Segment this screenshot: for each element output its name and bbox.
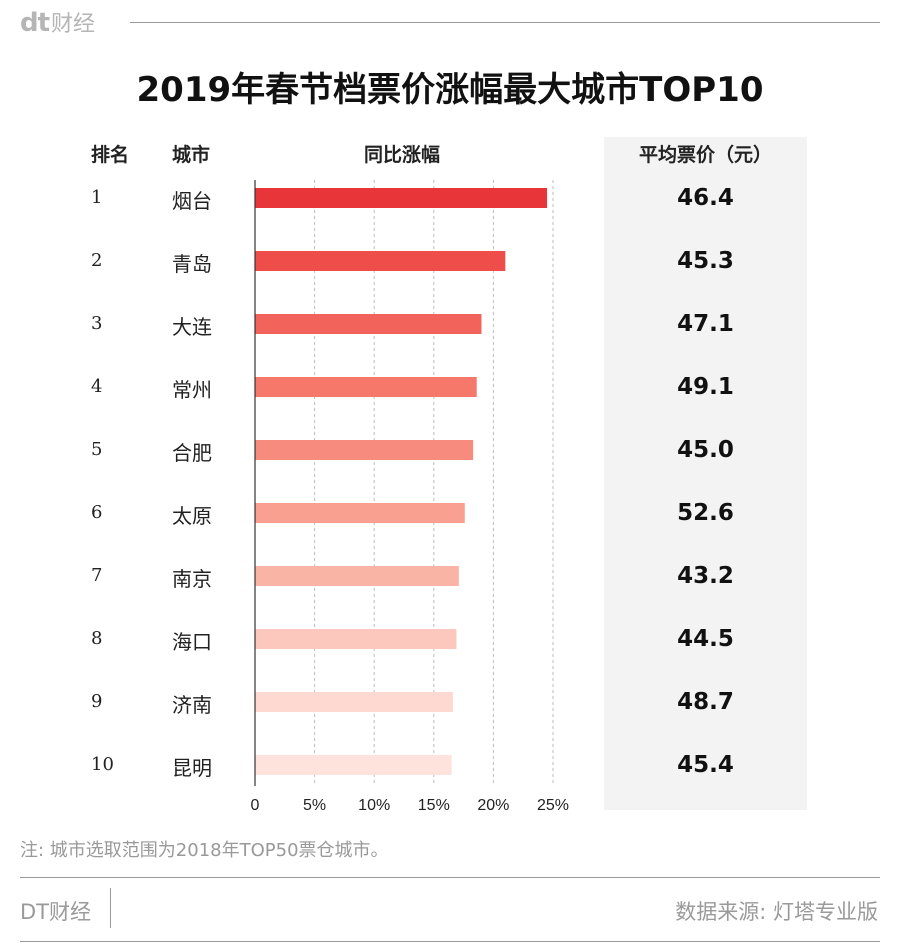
row-city: 济南	[172, 693, 212, 717]
bar-海口	[255, 629, 457, 649]
row-price: 46.4	[677, 185, 734, 211]
row-city: 合肥	[172, 441, 212, 465]
row-city: 烟台	[172, 189, 212, 213]
row-rank: 2	[91, 250, 103, 271]
row-price: 43.2	[677, 563, 734, 589]
row-city: 昆明	[172, 756, 212, 780]
row-city: 南京	[172, 567, 212, 591]
bar-昆明	[255, 755, 452, 775]
row-city: 常州	[172, 378, 212, 402]
footer-divider	[110, 888, 111, 928]
x-tick-label: 25%	[537, 797, 569, 814]
row-rank: 9	[91, 691, 103, 712]
bar-合肥	[255, 440, 474, 460]
header-rule	[130, 22, 880, 23]
row-rank: 5	[91, 439, 103, 460]
bar-烟台	[255, 188, 548, 208]
footer-rule-top	[20, 877, 880, 878]
row-price: 45.4	[677, 752, 734, 778]
bar-太原	[255, 503, 465, 523]
row-price: 48.7	[677, 689, 734, 715]
x-tick-label: 20%	[477, 797, 509, 814]
bar-青岛	[255, 251, 506, 271]
row-price: 45.0	[677, 437, 734, 463]
footer-source: 数据来源: 灯塔专业版	[675, 900, 878, 924]
row-city: 海口	[172, 630, 212, 654]
x-tick-label: 10%	[358, 797, 390, 814]
row-price: 49.1	[677, 374, 734, 400]
chart-title: 2019年春节档票价涨幅最大城市TOP10	[136, 70, 764, 110]
brand-logo: dt财经	[20, 6, 95, 38]
bar-大连	[255, 314, 482, 334]
x-tick-label: 0	[251, 797, 260, 814]
row-rank: 4	[91, 376, 103, 397]
bar-常州	[255, 377, 477, 397]
logo-mark: dt	[20, 8, 50, 38]
row-rank: 1	[91, 187, 103, 208]
row-price: 45.3	[677, 248, 734, 274]
footer-rule-bottom	[20, 941, 880, 942]
column-header-growth: 同比涨幅	[364, 144, 441, 166]
bar-南京	[255, 566, 459, 586]
footnote: 注: 城市选取范围为2018年TOP50票仓城市。	[20, 840, 389, 861]
logo-text: 财经	[51, 12, 96, 37]
price-column-panel	[604, 137, 807, 810]
footer-brand: DT财经	[20, 900, 91, 924]
row-rank: 10	[91, 754, 114, 775]
column-header-rank: 排名	[91, 144, 130, 166]
row-rank: 7	[91, 565, 103, 586]
row-price: 47.1	[677, 311, 734, 337]
row-rank: 6	[91, 502, 103, 523]
row-city: 青岛	[172, 252, 212, 276]
x-tick-label: 5%	[303, 797, 326, 814]
bar-济南	[255, 692, 453, 712]
row-rank: 3	[91, 313, 103, 334]
row-rank: 8	[91, 628, 103, 649]
row-price: 52.6	[677, 500, 734, 526]
column-header-price: 平均票价（元）	[638, 144, 772, 166]
row-city: 大连	[172, 315, 212, 339]
row-city: 太原	[172, 504, 212, 528]
x-tick-label: 15%	[418, 797, 450, 814]
column-header-city: 城市	[172, 144, 211, 166]
row-price: 44.5	[677, 626, 734, 652]
